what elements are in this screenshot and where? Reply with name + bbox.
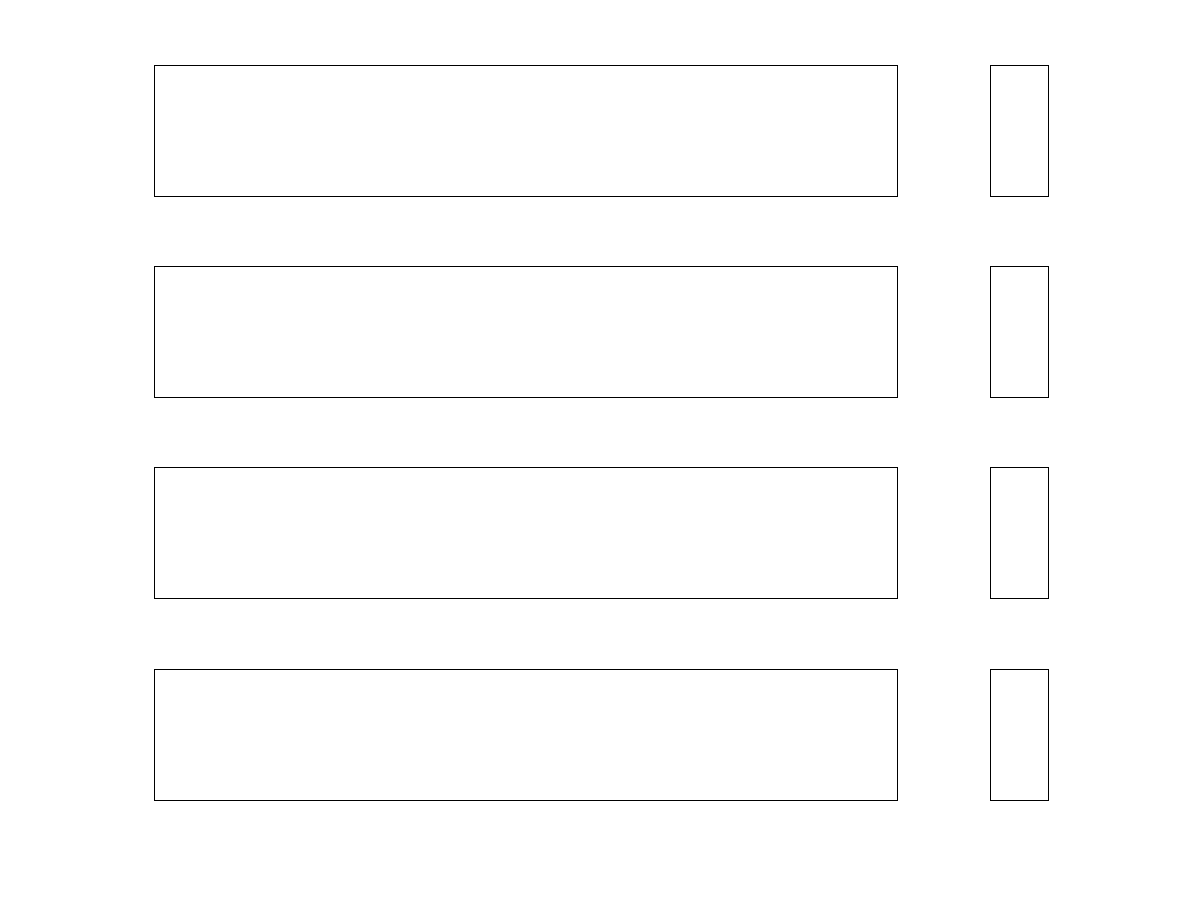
y-axis-ticks (60, 670, 148, 800)
panel-title-558nm (155, 236, 897, 264)
colorbar-tick-labels (1058, 267, 1128, 397)
x-axis-ticks (155, 803, 897, 829)
keogram-panel-630nm (154, 467, 898, 599)
y-axis-label (24, 469, 50, 599)
colorbar-558nm (990, 266, 1049, 398)
keogram-canvas-670nm (155, 670, 897, 800)
y-axis-ticks (60, 267, 148, 397)
colorbar-tick-labels (1058, 468, 1128, 598)
keogram-panel-558nm (154, 266, 898, 398)
keogram-canvas-color (155, 66, 897, 196)
colorbar-color (990, 65, 1049, 197)
keogram-panel-color (154, 65, 898, 197)
panel-title-630nm (155, 437, 897, 465)
colorbar-630nm (990, 467, 1049, 599)
colorbar-canvas (991, 267, 1048, 397)
y-axis-label (24, 671, 50, 801)
keogram-panel-670nm (154, 669, 898, 801)
keogram-canvas-630nm (155, 468, 897, 598)
colorbar-tick-labels (1058, 670, 1128, 800)
colorbar-canvas (991, 670, 1048, 800)
keogram-canvas-558nm (155, 267, 897, 397)
y-axis-label (24, 268, 50, 398)
y-axis-ticks (60, 468, 148, 598)
colorbar-canvas (991, 468, 1048, 598)
colorbar-tick-labels (1058, 66, 1128, 196)
y-axis-label (24, 67, 50, 197)
y-axis-ticks (60, 66, 148, 196)
panel-title-670nm (155, 639, 897, 667)
colorbar-canvas (991, 66, 1048, 196)
panel-title-color (155, 35, 897, 63)
colorbar-670nm (990, 669, 1049, 801)
